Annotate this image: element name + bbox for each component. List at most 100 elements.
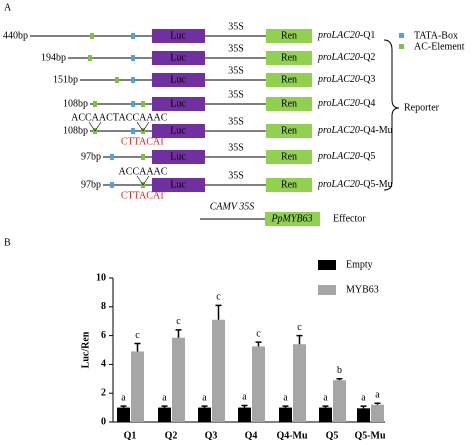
error-bar [120, 405, 127, 408]
y-tick-label: 0 [101, 416, 106, 427]
motif-pointer [136, 175, 150, 186]
legend-label: MYB63 [346, 284, 379, 295]
reporter-brace [383, 39, 400, 191]
x-tick-label: Q4 [245, 430, 258, 441]
tata-box [131, 101, 135, 107]
bar [117, 407, 130, 422]
promoter-35s: 35S [228, 142, 244, 153]
legend-label: Empty [346, 259, 373, 270]
ren-label: Ren [281, 74, 297, 85]
significance-letter: a [202, 392, 207, 403]
luc-box [152, 150, 205, 164]
significance-letter: a [242, 392, 247, 403]
motif-label: ACCAACT [71, 112, 119, 123]
bar [357, 408, 370, 422]
error-bar [215, 304, 222, 320]
tata-legend-icon [399, 33, 404, 38]
ac-element [141, 101, 145, 107]
bar [293, 344, 306, 422]
error-bar [336, 378, 343, 381]
bar [371, 404, 384, 422]
ren-box [266, 29, 312, 43]
ac-legend-icon [399, 44, 404, 49]
luc-box [152, 124, 205, 138]
construct-length: 108bp [63, 125, 88, 136]
motif-pointer [136, 121, 150, 132]
tata-box [131, 55, 135, 61]
bar [252, 346, 265, 422]
motif-label: ACCAAAC [119, 166, 168, 177]
significance-letter: a [323, 392, 328, 403]
luc-box [152, 73, 205, 87]
y-tick-label: 2 [101, 387, 106, 398]
ac-element [90, 33, 94, 39]
promoter-35s: 35S [228, 89, 244, 100]
ren-label: Ren [281, 179, 297, 190]
construct-name: proLAC20-Q1 [317, 30, 375, 41]
construct-length: 97bp [81, 151, 101, 162]
construct-name: proLAC20-Q4 [317, 98, 375, 109]
significance-letter: a [361, 392, 366, 403]
significance-letter: b [337, 365, 342, 376]
ac-element [141, 154, 145, 160]
bar [212, 319, 225, 422]
tata-box [131, 128, 135, 134]
effector-gene: PpMYB63 [270, 213, 312, 224]
ren-box [266, 150, 312, 164]
reporter-label: Reporter [404, 102, 440, 113]
y-axis-label: Luc/Ren [80, 331, 91, 368]
ac-element [88, 55, 92, 61]
construct-name: proLAC20-Q5 [317, 151, 375, 162]
panel-label: A [4, 2, 12, 13]
ren-label: Ren [281, 30, 297, 41]
ren-label: Ren [281, 125, 297, 136]
significance-letter: a [162, 392, 167, 403]
error-bar [201, 405, 208, 408]
construct-suffix: -Q1 [360, 30, 376, 41]
ren-label: Ren [281, 98, 297, 109]
x-tick-label: Q4-Mu [276, 430, 308, 441]
significance-letter: c [297, 322, 302, 333]
ren-label: Ren [281, 52, 297, 63]
construct-name: proLAC20-Q4-Mu [317, 125, 393, 136]
error-bar [360, 405, 367, 409]
ren-box [266, 124, 312, 138]
construct-promoter: proLAC20 [317, 98, 360, 109]
construct-name: proLAC20-Q2 [317, 52, 375, 63]
construct-suffix: -Q5 [360, 151, 376, 162]
mutant-label: CTTACAT [121, 190, 165, 201]
promoter-35s: 35S [228, 170, 244, 181]
ac-element [115, 77, 119, 83]
promoter-35s: 35S [228, 116, 244, 127]
construct-promoter: proLAC20 [317, 125, 360, 136]
luc-label: Luc [170, 125, 186, 136]
luc-label: Luc [170, 52, 186, 63]
ac-element [93, 101, 97, 107]
y-tick-label: 6 [101, 330, 106, 341]
significance-letter: a [283, 392, 288, 403]
bar [319, 407, 332, 422]
x-tick-label: Q1 [124, 430, 137, 441]
significance-letter: c [216, 292, 221, 303]
luc-box [152, 97, 205, 111]
tata-box [131, 33, 135, 39]
ren-box [266, 51, 312, 65]
construct-suffix: -Q5-Mu [360, 179, 393, 190]
construct-suffix: -Q4 [360, 98, 376, 109]
error-bar [161, 405, 168, 408]
x-tick-label: Q5-Mu [354, 430, 386, 441]
construct-name: proLAC20-Q5-Mu [317, 179, 393, 190]
construct-promoter: proLAC20 [317, 52, 360, 63]
effector-promoter: CAMV 35S [210, 201, 255, 212]
error-bar [296, 334, 303, 345]
promoter-35s: 35S [228, 65, 244, 76]
tata-box [110, 182, 114, 188]
bar [131, 351, 144, 422]
promoter-35s: 35S [228, 43, 244, 54]
error-bar [282, 405, 289, 408]
construct-length: 97bp [81, 179, 101, 190]
luc-label: Luc [170, 30, 186, 41]
bar [279, 407, 292, 422]
construct-name: proLAC20-Q3 [317, 74, 375, 85]
